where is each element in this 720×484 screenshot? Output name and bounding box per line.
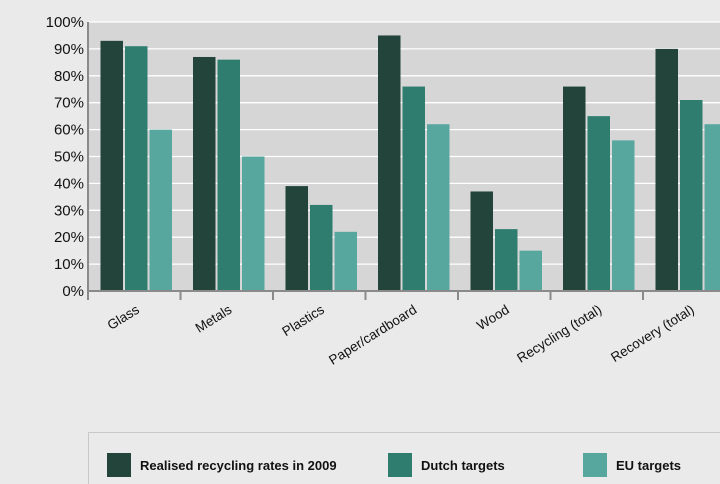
y-tick-label: 100% xyxy=(46,14,84,31)
legend-swatch-eu xyxy=(583,453,607,477)
bar-eu xyxy=(149,129,172,291)
legend-swatch-dutch xyxy=(388,453,412,477)
bar-eu xyxy=(519,250,542,291)
y-tick-label: 40% xyxy=(54,175,84,192)
y-tick-label: 10% xyxy=(54,256,84,273)
legend-item-eu: EU targets xyxy=(583,453,681,477)
bar-dutch xyxy=(217,59,240,291)
bar-realised xyxy=(285,186,308,291)
bar-realised xyxy=(655,48,678,292)
bar-dutch xyxy=(310,204,333,291)
y-tick-label: 90% xyxy=(54,41,84,58)
legend-label-realised: Realised recycling rates in 2009 xyxy=(140,457,337,473)
x-tick-label: Paper/cardboard xyxy=(326,302,419,368)
y-tick-label: 80% xyxy=(54,68,84,85)
bar-eu xyxy=(427,124,450,291)
x-tick-label: Glass xyxy=(105,302,142,333)
x-tick-label: Wood xyxy=(474,302,512,333)
y-tick-label: 0% xyxy=(62,283,84,300)
bar-eu xyxy=(334,231,357,291)
y-tick-label: 30% xyxy=(54,202,84,219)
bar-dutch xyxy=(495,229,518,291)
bar-realised xyxy=(100,40,123,291)
y-tick-label: 20% xyxy=(54,229,84,246)
y-tick-label: 50% xyxy=(54,149,84,166)
bar-eu xyxy=(612,140,635,291)
bar-realised xyxy=(470,191,493,291)
x-tick-label: Recycling (total) xyxy=(514,302,604,366)
legend-swatch-realised xyxy=(107,453,131,477)
x-tick-label: Recovery (total) xyxy=(608,302,697,365)
bar-realised xyxy=(378,35,401,292)
bar-dutch xyxy=(680,100,703,291)
legend-item-dutch: Dutch targets xyxy=(388,453,505,477)
y-tick-label: 60% xyxy=(54,122,84,139)
x-tick-label: Metals xyxy=(193,302,235,336)
bar-dutch xyxy=(125,46,148,292)
bar-eu xyxy=(242,156,265,291)
legend-label-dutch: Dutch targets xyxy=(421,457,505,473)
bar-realised xyxy=(193,56,216,291)
bar-dutch xyxy=(587,116,610,292)
bar-dutch xyxy=(402,86,425,291)
legend-item-realised: Realised recycling rates in 2009 xyxy=(107,453,337,477)
legend: Realised recycling rates in 2009 Dutch t… xyxy=(88,432,720,484)
bar-realised xyxy=(563,86,586,291)
y-tick-label: 70% xyxy=(54,95,84,112)
bar-eu xyxy=(704,124,720,291)
x-tick-label: Plastics xyxy=(279,302,327,340)
legend-label-eu: EU targets xyxy=(616,457,682,473)
